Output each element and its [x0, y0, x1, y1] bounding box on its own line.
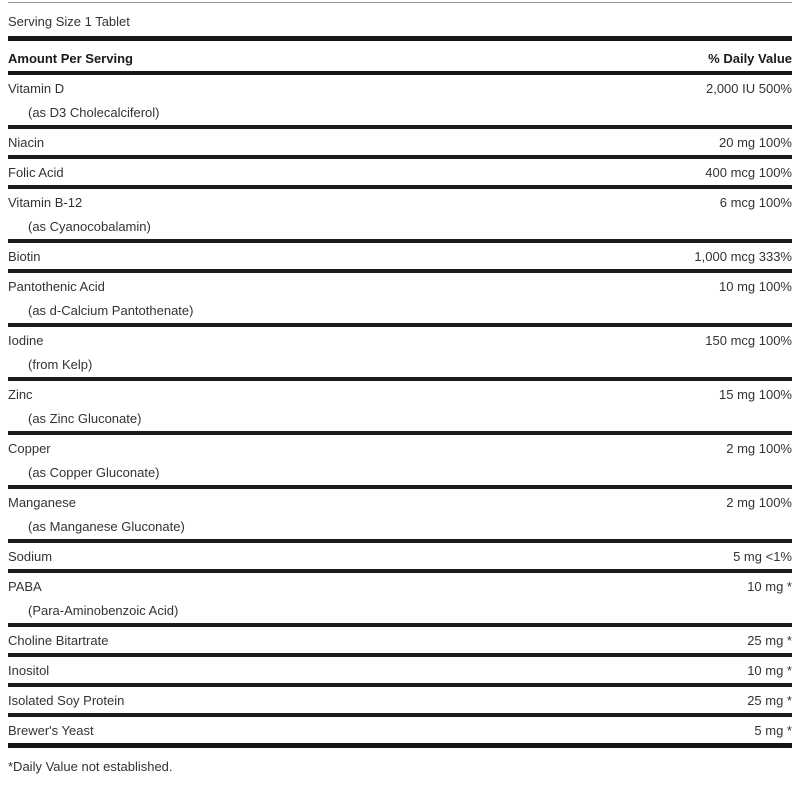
- nutrient-row: Zinc 15 mg 100% (as Zinc Gluconate): [8, 381, 792, 435]
- amount-per-serving-header: Amount Per Serving: [8, 51, 133, 66]
- nutrient-row: Sodium 5 mg <1%: [8, 543, 792, 573]
- nutrient-source: (Para-Aminobenzoic Acid): [28, 603, 179, 618]
- nutrient-row: Copper 2 mg 100% (as Copper Gluconate): [8, 435, 792, 489]
- nutrient-name: Manganese: [8, 495, 76, 510]
- nutrient-name: Biotin: [8, 249, 41, 264]
- nutrient-value: 5 mg *: [754, 723, 792, 738]
- nutrient-value: 5 mg <1%: [733, 549, 792, 564]
- nutrient-value: 400 mcg 100%: [705, 165, 792, 180]
- nutrient-value: 10 mg *: [747, 579, 792, 594]
- table-header: Amount Per Serving % Daily Value: [8, 41, 792, 71]
- nutrient-name: Choline Bitartrate: [8, 633, 109, 648]
- nutrient-value: 1,000 mcg 333%: [694, 249, 792, 264]
- nutrient-row: Niacin 20 mg 100%: [8, 129, 792, 159]
- nutrient-name: Niacin: [8, 135, 45, 150]
- nutrient-name: Folic Acid: [8, 165, 64, 180]
- nutrient-source: (as Cyanocobalamin): [28, 219, 151, 234]
- nutrient-row: Brewer's Yeast 5 mg *: [8, 717, 792, 748]
- nutrient-name: Vitamin D: [8, 81, 65, 96]
- nutrient-value: 2,000 IU 500%: [705, 81, 792, 96]
- nutrient-value: 25 mg *: [747, 633, 792, 648]
- nutrient-value: 10 mg 100%: [719, 279, 792, 294]
- top-divider: [8, 2, 792, 3]
- serving-size-text: Serving Size 1 Tablet: [8, 14, 130, 29]
- nutrient-name: Vitamin B-12: [8, 195, 83, 210]
- nutrient-row: Biotin 1,000 mcg 333%: [8, 243, 792, 273]
- nutrient-source: (from Kelp): [28, 357, 93, 372]
- nutrient-row: Vitamin D 2,000 IU 500% (as D3 Cholecalc…: [8, 75, 792, 129]
- nutrient-value: 10 mg *: [747, 663, 792, 678]
- nutrient-row: Inositol 10 mg *: [8, 657, 792, 687]
- daily-value-footnote: *Daily Value not established.: [8, 759, 173, 774]
- nutrient-row: Choline Bitartrate 25 mg *: [8, 627, 792, 657]
- nutrient-name: Sodium: [8, 549, 53, 564]
- nutrient-row: Isolated Soy Protein 25 mg *: [8, 687, 792, 717]
- nutrient-name: Pantothenic Acid: [8, 279, 105, 294]
- nutrient-value: 15 mg 100%: [719, 387, 792, 402]
- nutrient-row: Pantothenic Acid 10 mg 100% (as d-Calciu…: [8, 273, 792, 327]
- nutrient-source: (as Manganese Gluconate): [28, 519, 185, 534]
- nutrient-name: Iodine: [8, 333, 44, 348]
- nutrient-row: Manganese 2 mg 100% (as Manganese Glucon…: [8, 489, 792, 543]
- nutrient-name: Isolated Soy Protein: [8, 693, 125, 708]
- nutrient-value: 20 mg 100%: [719, 135, 792, 150]
- nutrient-name: Zinc: [8, 387, 33, 402]
- nutrient-value: 2 mg 100%: [726, 495, 792, 510]
- nutrient-source: (as D3 Cholecalciferol): [28, 105, 160, 120]
- nutrient-rows: Vitamin D 2,000 IU 500% (as D3 Cholecalc…: [8, 75, 792, 748]
- nutrient-value: 6 mcg 100%: [719, 195, 792, 210]
- header-divider: [8, 71, 792, 75]
- nutrient-name: Copper: [8, 441, 51, 456]
- nutrient-row: PABA 10 mg * (Para-Aminobenzoic Acid): [8, 573, 792, 627]
- nutrient-row: Iodine 150 mcg 100% (from Kelp): [8, 327, 792, 381]
- nutrient-source: (as Copper Gluconate): [28, 465, 160, 480]
- nutrient-row: Folic Acid 400 mcg 100%: [8, 159, 792, 189]
- nutrient-value: 2 mg 100%: [726, 441, 792, 456]
- nutrient-value: 150 mcg 100%: [705, 333, 792, 348]
- daily-value-header: % Daily Value: [708, 51, 792, 66]
- nutrient-name: Brewer's Yeast: [8, 723, 94, 738]
- nutrient-source: (as d-Calcium Pantothenate): [28, 303, 194, 318]
- nutrient-source: (as Zinc Gluconate): [28, 411, 142, 426]
- nutrient-row: Vitamin B-12 6 mcg 100% (as Cyanocobalam…: [8, 189, 792, 243]
- section-divider: [8, 36, 792, 41]
- nutrient-name: PABA: [8, 579, 42, 594]
- nutrient-value: 25 mg *: [747, 693, 792, 708]
- nutrient-name: Inositol: [8, 663, 50, 678]
